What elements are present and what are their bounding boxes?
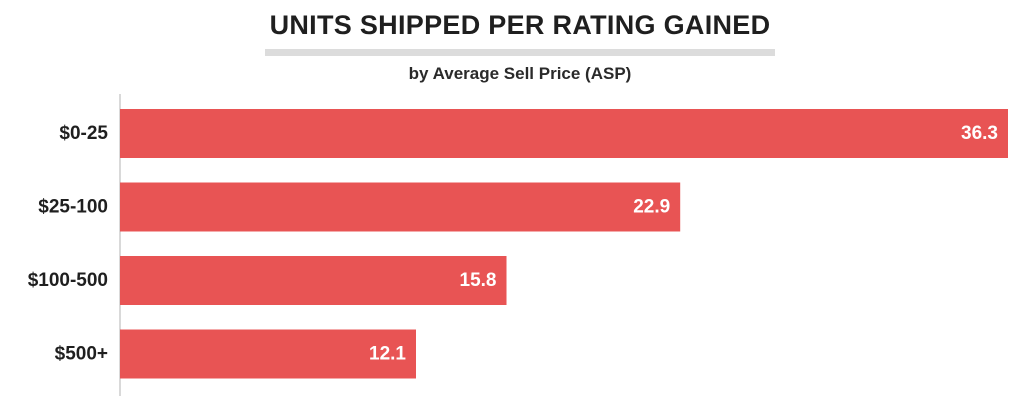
bar-1: [120, 182, 681, 232]
title-underline: [265, 49, 775, 56]
chart-title: UNITS SHIPPED PER RATING GAINED: [269, 10, 771, 40]
category-label-0: $0-25: [59, 123, 108, 144]
category-label-1: $25-100: [38, 197, 108, 218]
bar-0: [120, 109, 1008, 158]
value-label-1: 22.9: [633, 197, 670, 218]
bar-3: [120, 329, 416, 379]
chart-subtitle: by Average Sell Price (ASP): [408, 64, 632, 83]
category-label-2: $100-500: [28, 270, 108, 291]
bar-2: [120, 256, 507, 305]
value-label-0: 36.3: [961, 123, 998, 144]
category-label-3: $500+: [55, 344, 108, 365]
value-label-3: 12.1: [369, 344, 406, 365]
value-label-2: 15.8: [460, 270, 497, 291]
